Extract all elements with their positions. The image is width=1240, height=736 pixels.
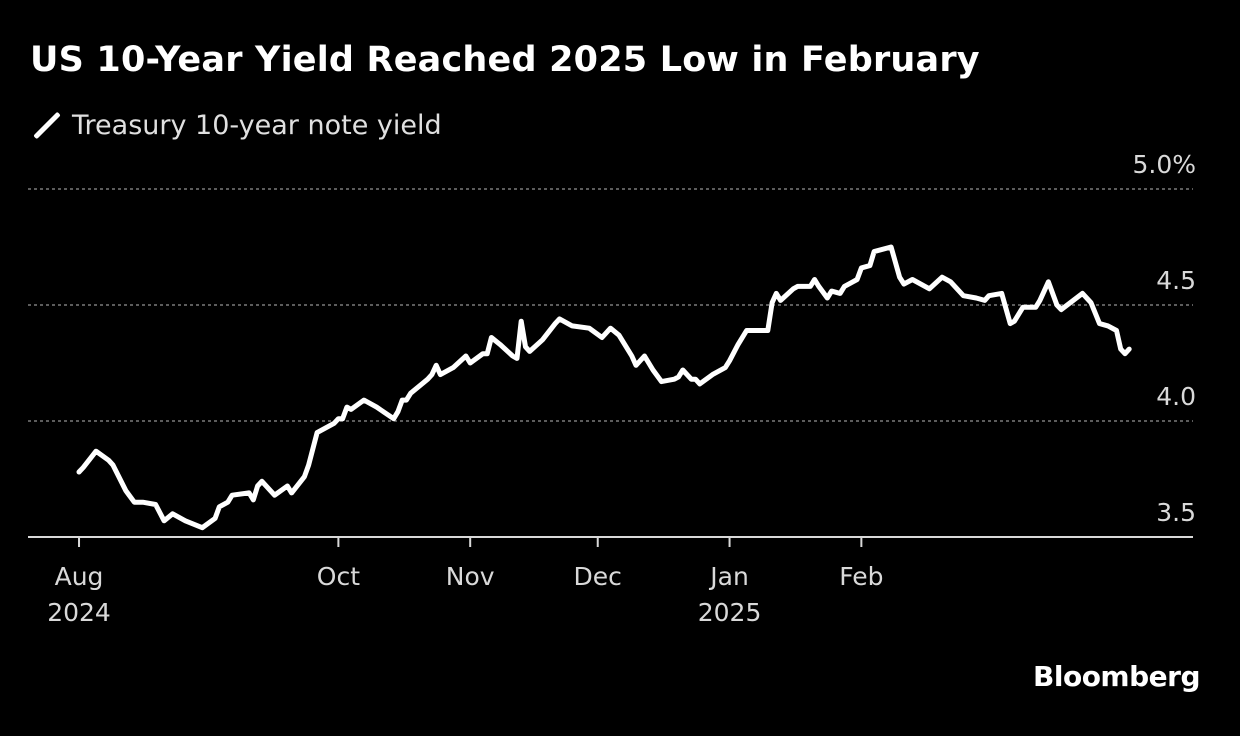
- gridlines: [28, 188, 1193, 422]
- y-tick-label: 4.5: [1156, 266, 1196, 295]
- x-tick-label: Feb: [839, 562, 883, 591]
- x-tick-label: Jan: [708, 562, 749, 591]
- x-tick-year-label: 2025: [698, 598, 762, 627]
- x-tick-year-label: 2024: [47, 598, 111, 627]
- x-tick-label: Dec: [574, 562, 622, 591]
- y-axis-tick-labels: 3.5 4.0 4.5 5.0%: [1132, 150, 1196, 527]
- series-line-treasury-10y: [76, 244, 1132, 531]
- source-logo: Bloomberg: [1033, 660, 1200, 693]
- x-tick-label: Aug: [55, 562, 104, 591]
- x-axis-tick-labels: Aug 2024 Oct Nov Dec Jan 2025 Feb: [47, 537, 883, 627]
- series-layer: [76, 244, 1132, 531]
- x-tick-label: Nov: [446, 562, 495, 591]
- chart-title: US 10-Year Yield Reached 2025 Low in Feb…: [30, 40, 980, 80]
- y-tick-label: 3.5: [1156, 498, 1196, 527]
- x-tick-label: Oct: [317, 562, 360, 591]
- legend: Treasury 10-year note yield: [30, 108, 442, 142]
- y-tick-label: 4.0: [1156, 382, 1196, 411]
- legend-label: Treasury 10-year note yield: [72, 109, 442, 141]
- y-tick-label: 5.0%: [1132, 150, 1196, 179]
